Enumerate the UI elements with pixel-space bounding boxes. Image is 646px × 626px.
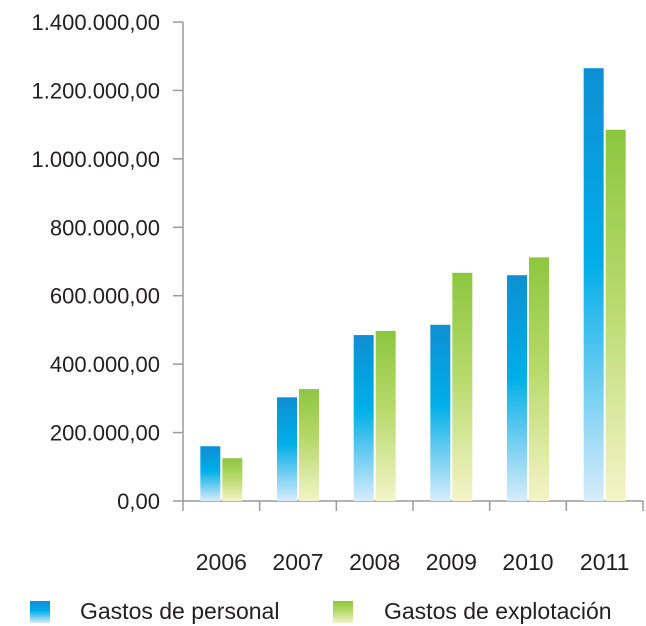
- legend: Gastos de personal Gastos de explotación: [30, 598, 612, 624]
- bar-gastos-de-personal: [200, 446, 221, 501]
- legend-label-gastos-de-explotacion: Gastos de explotación: [384, 598, 612, 624]
- bar-gastos-de-explotacion: [299, 389, 319, 501]
- bar-gastos-de-explotacion: [222, 458, 243, 501]
- x-tick-label: 2008: [349, 549, 400, 575]
- bar-gastos-de-explotacion: [375, 330, 396, 501]
- bar-gastos-de-personal: [507, 275, 527, 501]
- y-tick-label: 0,00: [117, 489, 160, 514]
- bar-gastos-de-personal: [583, 68, 604, 502]
- y-tick-label: 1.200.000,00: [32, 78, 160, 103]
- bars: [200, 68, 626, 502]
- x-tick-label: 2010: [502, 549, 553, 575]
- bar-gastos-de-personal: [277, 397, 297, 501]
- legend-swatch-gastos-de-personal: [30, 601, 50, 623]
- y-axis: 0,00 200.000,00 400.000,00 600.000,00 800.00…: [32, 10, 184, 514]
- x-axis: 2006 2007 2008 2009 2010 2011: [182, 500, 644, 575]
- bar-gastos-de-explotacion: [605, 129, 626, 501]
- bar-gastos-de-explotacion: [529, 257, 549, 501]
- bar-gastos-de-personal: [430, 324, 451, 501]
- x-tick-label: 2006: [196, 549, 247, 575]
- bar-gastos-de-personal: [353, 335, 374, 501]
- y-tick-label: 800.000,00: [50, 215, 160, 240]
- y-tick-label: 600.000,00: [50, 284, 160, 309]
- legend-swatch-gastos-de-explotacion: [333, 601, 353, 623]
- y-tick-label: 1.000.000,00: [32, 147, 160, 172]
- y-tick-label: 400.000,00: [50, 352, 160, 377]
- legend-label-gastos-de-personal: Gastos de personal: [80, 598, 279, 624]
- y-tick-label: 1.400.000,00: [32, 10, 160, 35]
- x-tick-label: 2007: [272, 549, 323, 575]
- x-tick-label: 2009: [426, 549, 477, 575]
- bar-gastos-de-explotacion: [452, 272, 473, 501]
- y-tick-label: 200.000,00: [50, 421, 160, 446]
- x-tick-label: 2011: [580, 549, 629, 575]
